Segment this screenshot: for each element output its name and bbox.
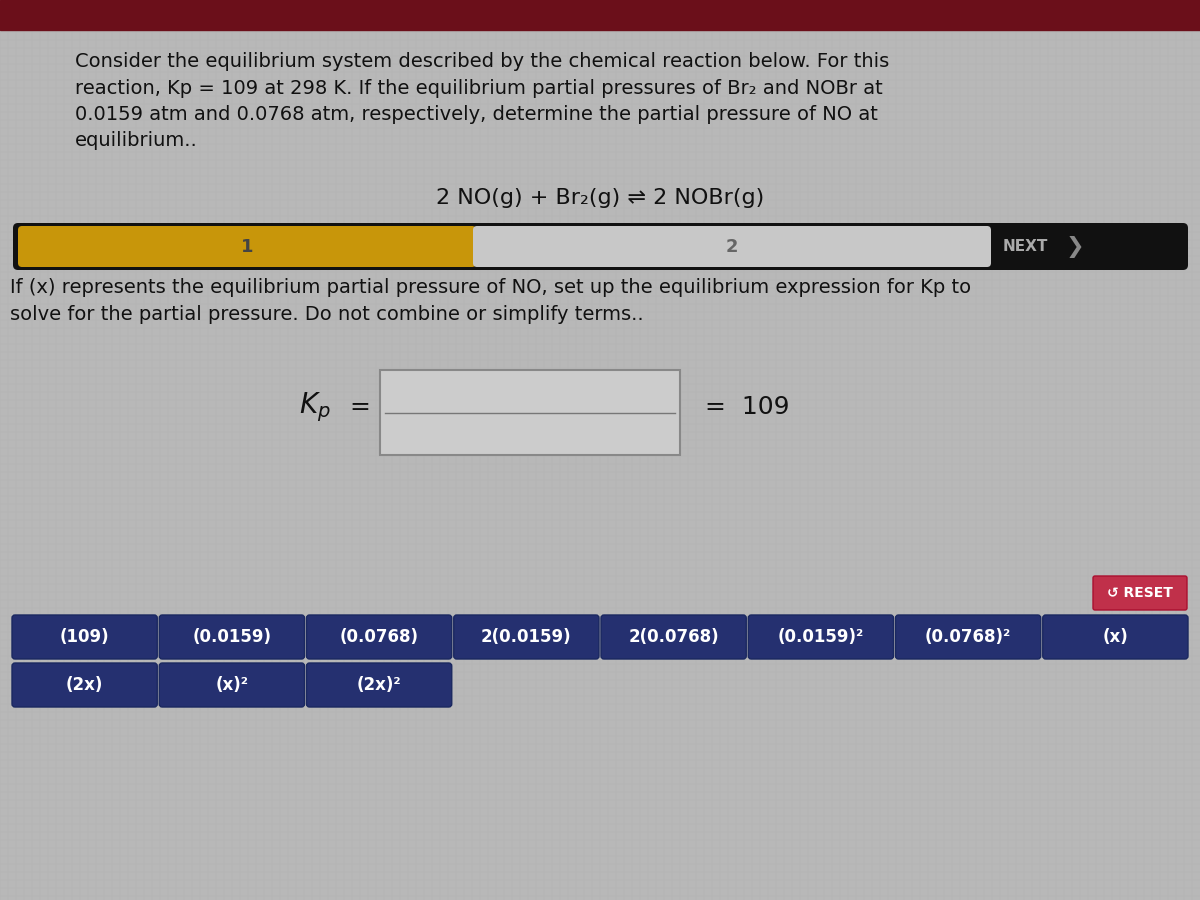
FancyBboxPatch shape [1043, 615, 1188, 659]
FancyBboxPatch shape [895, 615, 1040, 659]
Text: 1: 1 [241, 238, 253, 256]
Text: (109): (109) [60, 628, 109, 646]
FancyBboxPatch shape [601, 615, 746, 659]
Text: =  109: = 109 [706, 395, 790, 419]
FancyBboxPatch shape [306, 663, 451, 707]
Text: (x): (x) [1103, 628, 1128, 646]
Bar [0, 0, 1200, 30]
Text: $K_p$: $K_p$ [299, 391, 331, 424]
Text: (0.0768): (0.0768) [340, 628, 419, 646]
Text: 2(0.0768): 2(0.0768) [629, 628, 719, 646]
Text: NEXT: NEXT [1002, 239, 1048, 254]
FancyBboxPatch shape [160, 663, 305, 707]
FancyBboxPatch shape [473, 226, 991, 267]
Text: (0.0159): (0.0159) [192, 628, 271, 646]
Text: (2x)²: (2x)² [356, 676, 402, 694]
Text: (x)²: (x)² [215, 676, 248, 694]
Text: (0.0159)²: (0.0159)² [778, 628, 864, 646]
Text: (2x): (2x) [66, 676, 103, 694]
FancyBboxPatch shape [13, 223, 1188, 270]
Text: ↺ RESET: ↺ RESET [1108, 586, 1172, 600]
Text: 2(0.0159): 2(0.0159) [481, 628, 571, 646]
Text: =: = [349, 395, 371, 419]
FancyBboxPatch shape [18, 226, 476, 267]
FancyBboxPatch shape [12, 615, 157, 659]
Bar [380, 370, 680, 455]
FancyBboxPatch shape [12, 663, 157, 707]
FancyBboxPatch shape [749, 615, 894, 659]
Text: If (x) represents the equilibrium partial pressure of NO, set up the equilibrium: If (x) represents the equilibrium partia… [10, 278, 971, 323]
FancyBboxPatch shape [1093, 576, 1187, 610]
Text: 2 NO(g) + Br₂(g) ⇌ 2 NOBr(g): 2 NO(g) + Br₂(g) ⇌ 2 NOBr(g) [436, 188, 764, 208]
FancyBboxPatch shape [454, 615, 599, 659]
Text: ❯: ❯ [1066, 236, 1085, 257]
Text: Consider the equilibrium system described by the chemical reaction below. For th: Consider the equilibrium system describe… [74, 52, 889, 150]
FancyBboxPatch shape [306, 615, 451, 659]
FancyBboxPatch shape [160, 615, 305, 659]
Text: 2: 2 [726, 238, 738, 256]
Text: (0.0768)²: (0.0768)² [925, 628, 1012, 646]
